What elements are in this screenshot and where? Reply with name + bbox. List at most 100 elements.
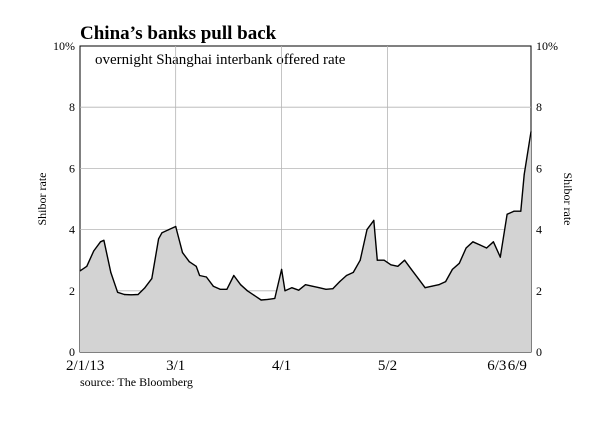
data-point-2013-05-17 [438, 284, 440, 286]
data-point-2013-02-27 [168, 229, 170, 231]
data-point-2013-05-03 [390, 264, 392, 266]
data-point-2013-04-02 [284, 290, 286, 292]
data-point-2013-06-02 [492, 241, 494, 243]
data-point-2013-03-05 [188, 261, 190, 263]
data-point-2013-02-22 [151, 278, 153, 280]
y-tick-right-6: 6 [536, 161, 542, 175]
chart-title: China’s banks pull back [80, 23, 277, 44]
data-point-2013-06-08 [513, 210, 515, 212]
data-point-2013-05-07 [404, 259, 406, 261]
data-point-2013-02-24 [158, 238, 160, 240]
x-tick-labels: 2/1/13 3/1 4/1 5/2 6/3 6/9 [66, 358, 527, 374]
data-point-2013-05-21 [451, 268, 453, 270]
data-point-2013-05-11 [417, 278, 419, 280]
y-tick-left-4: 4 [69, 223, 75, 237]
data-point-2013-02-18 [137, 293, 139, 296]
y-tick-right-8: 8 [536, 100, 542, 114]
data-point-2013-05-09 [410, 268, 412, 270]
data-point-2013-03-03 [181, 252, 184, 254]
y-tick-left-6: 6 [69, 161, 75, 175]
data-point-2013-06-13 [530, 131, 532, 133]
data-point-2013-03-08 [199, 274, 201, 277]
data-point-2013-02-05 [93, 250, 95, 252]
data-point-2013-03-16 [226, 288, 228, 290]
data-point-2013-06-06 [506, 213, 508, 215]
data-point-2013-04-16 [332, 288, 334, 290]
data-point-2013-04-18 [339, 281, 341, 283]
source-note: source: The Bloomberg [80, 375, 193, 389]
data-point-2013-05-05 [397, 265, 399, 267]
data-point-2013-03-14 [219, 288, 221, 290]
data-point-2013-02-20 [144, 287, 146, 289]
data-point-2013-04-20 [345, 274, 348, 277]
data-point-2013-02-08 [103, 239, 105, 241]
data-point-2013-05-27 [472, 241, 474, 243]
y-tick-right-4: 4 [536, 223, 542, 237]
x-tick-6-9: 6/9 [508, 358, 527, 374]
data-point-2013-03-18 [233, 274, 235, 277]
data-point-2013-04-24 [359, 259, 361, 261]
chart-subtitle: overnight Shanghai interbank offered rat… [95, 52, 346, 68]
data-point-2013-04-29 [376, 259, 378, 261]
data-point-2013-04-06 [298, 289, 300, 291]
y-tick-right-2: 2 [536, 284, 542, 298]
data-point-2013-04-22 [352, 271, 354, 273]
data-point-2013-03-12 [212, 285, 214, 287]
data-point-2013-03-22 [246, 290, 248, 292]
y-tick-labels-right: 0 2 4 6 8 10% [536, 39, 558, 359]
data-point-2013-04-01 [281, 268, 283, 270]
series-area-group [79, 131, 532, 352]
data-point-2013-03-24 [253, 294, 255, 296]
data-point-2013-05-31 [486, 247, 488, 249]
y-tick-left-2: 2 [69, 284, 75, 298]
y-tick-left-0: 0 [69, 345, 75, 359]
data-point-2013-04-26 [366, 229, 368, 231]
data-point-2013-04-28 [373, 219, 375, 221]
data-point-2013-04-10 [311, 285, 313, 287]
x-tick-2-1-13: 2/1/13 [66, 358, 104, 374]
y-tick-right-0: 0 [536, 345, 542, 359]
data-point-2013-04-04 [291, 287, 293, 289]
data-point-2013-02-14 [123, 293, 125, 296]
x-tick-3-1: 3/1 [166, 358, 185, 374]
data-point-2013-05-29 [479, 244, 481, 246]
data-point-2013-02-07 [99, 241, 102, 243]
data-point-2013-06-04 [499, 256, 501, 258]
data-point-2013-05-13 [424, 287, 426, 289]
data-point-2013-03-10 [205, 276, 207, 278]
data-point-2013-03-20 [240, 284, 242, 286]
data-point-2013-03-26 [260, 299, 262, 301]
data-point-2013-02-16 [130, 294, 132, 296]
data-point-2013-02-12 [117, 291, 119, 293]
series-line [79, 131, 532, 301]
data-point-2013-05-23 [458, 262, 460, 264]
y-axis-label-right: Shibor rate [561, 173, 575, 226]
data-point-2013-06-11 [523, 173, 525, 176]
data-point-2013-02-10 [110, 271, 112, 273]
y-tick-left-10%: 10% [53, 39, 75, 53]
data-point-2013-06-10 [520, 210, 522, 212]
data-point-2013-03-01 [175, 225, 177, 228]
data-point-2013-04-08 [304, 284, 307, 286]
data-point-2013-05-15 [431, 285, 433, 287]
x-tick-6-3: 6/3 [487, 358, 506, 374]
data-point-2013-03-07 [195, 265, 197, 267]
data-point-2013-05-19 [445, 281, 447, 283]
data-point-2013-05-01 [383, 259, 385, 261]
x-tick-4-1: 4/1 [272, 358, 291, 374]
data-point-2013-04-14 [325, 288, 327, 290]
data-point-2013-03-28 [267, 298, 269, 300]
data-point-2013-02-25 [161, 232, 163, 234]
series-area-fill [80, 131, 531, 352]
data-point-2013-05-25 [465, 247, 467, 249]
y-tick-right-10%: 10% [536, 39, 558, 53]
data-point-2013-02-01 [79, 270, 81, 272]
y-tick-left-8: 8 [69, 100, 75, 114]
y-tick-labels-left: 0 2 4 6 8 10% [53, 39, 75, 359]
data-point-2013-04-12 [318, 287, 320, 289]
y-axis-label-left: Shibor rate [35, 173, 49, 226]
data-point-2013-02-03 [86, 265, 88, 267]
data-point-2013-03-30 [274, 297, 276, 299]
x-tick-5-2: 5/2 [378, 358, 397, 374]
